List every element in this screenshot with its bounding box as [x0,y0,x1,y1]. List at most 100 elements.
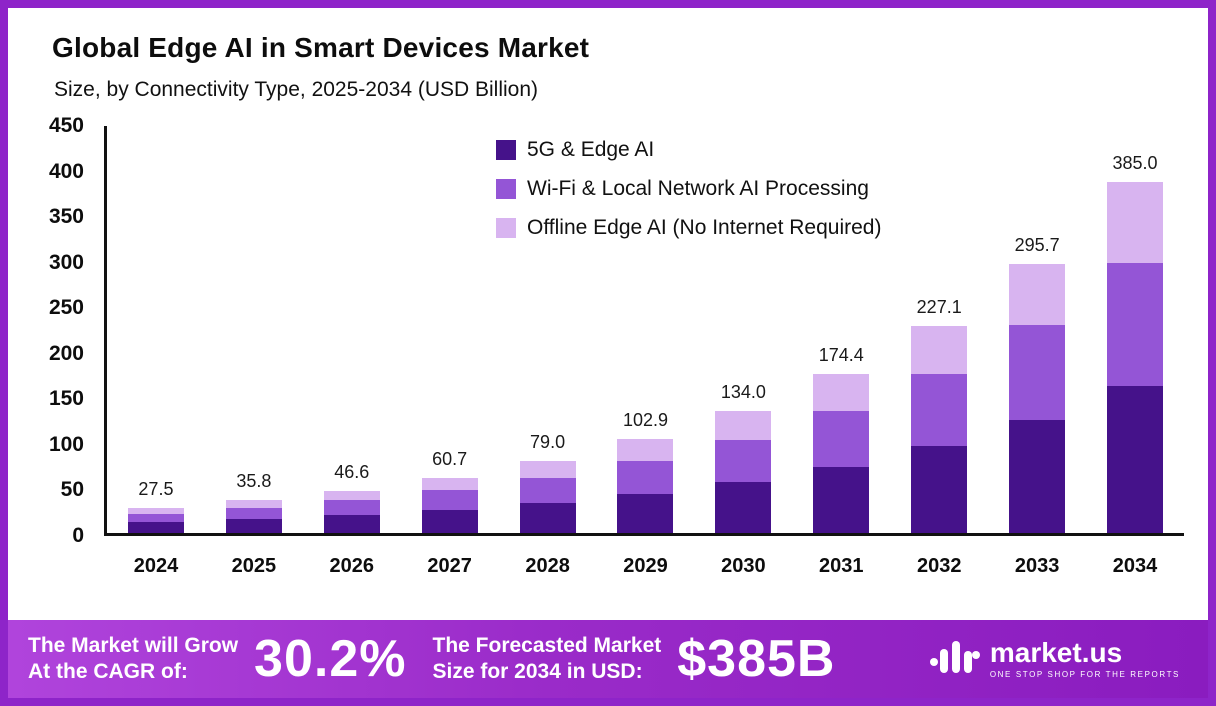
legend-swatch-5g [496,140,516,160]
bar-total-label: 174.4 [818,345,864,366]
y-axis-tick-label: 400 [48,159,84,183]
legend-label-wifi: Wi-Fi & Local Network AI Processing [527,177,869,200]
bar-segment-series1[interactable] [421,490,478,510]
bar-segment-series2[interactable] [127,507,184,514]
bar-segment-series1[interactable] [519,477,576,503]
bar-segment-series2[interactable] [519,461,576,478]
legend-label-5g: 5G & Edge AI [527,138,655,161]
bar-segment-series2[interactable] [617,439,674,462]
bar-segment-series1[interactable] [911,373,968,447]
bar-segment-series1[interactable] [813,410,870,467]
bar-segment-series0[interactable] [323,515,380,533]
bar-column-2030: 134.0 2030 [712,126,774,577]
bar-column-2027: 60.7 2027 [419,126,481,577]
bar-total-label: 295.7 [1014,234,1060,255]
x-axis-tick-label: 2033 [1014,555,1060,577]
chart-region: 0 50 100 150 200 250 300 350 400 450 27.5 2024 35.8… [8,115,1208,577]
x-axis-tick-label: 2026 [329,555,375,577]
bar-segment-series0[interactable] [911,446,968,533]
bar-segment-series0[interactable] [715,481,772,533]
bar-segment-series2[interactable] [323,490,380,501]
bar-column-2033: 295.7 2033 [1006,126,1068,577]
cagr-label: The Market will Grow At the CAGR of: [28,633,238,685]
y-axis-tick-label: 150 [48,387,84,411]
y-axis-tick-label: 300 [48,250,84,274]
legend-swatch-wifi [496,179,516,199]
x-axis-tick-label: 2031 [819,555,864,577]
y-axis-tick-label: 250 [48,296,84,320]
bar-stack[interactable] [715,410,772,533]
bar-segment-series0[interactable] [519,502,576,533]
brand-name: market.us [989,637,1123,668]
bar-stack[interactable] [323,490,380,533]
bar-total-label: 227.1 [916,297,962,318]
plot-area: 27.5 2024 35.8 2025 46.6 2026 60.7 2027 79.0 2028… [104,126,1184,577]
footer-banner: The Market will Grow At the CAGR of: 30.… [8,620,1208,698]
bar-segment-series1[interactable] [225,507,282,520]
bar-stack[interactable] [813,374,870,533]
bar-total-label: 27.5 [138,478,174,499]
bar-stack[interactable] [519,461,576,533]
legend-label-offline: Offline Edge AI (No Internet Required) [527,216,882,239]
bar-total-label: 79.0 [530,432,566,453]
y-axis-labels: 0 50 100 150 200 250 300 350 400 450 [8,115,94,547]
y-axis-tick-label: 50 [60,478,84,502]
bar-segment-series2[interactable] [715,410,772,440]
bar-total-label: 60.7 [432,448,468,469]
bar-segment-series1[interactable] [617,461,674,494]
bar-segment-series0[interactable] [225,519,282,533]
bar-stack[interactable] [1009,263,1066,533]
bar-stack[interactable] [911,326,968,533]
bar-segment-series1[interactable] [715,439,772,482]
y-axis-tick-label: 350 [48,205,84,229]
bar-segment-series2[interactable] [1107,182,1164,264]
bar-stack[interactable] [127,507,184,533]
bar-segment-series2[interactable] [225,500,282,508]
forecast-label-line2: Size for 2034 in USD: [432,660,643,683]
bar-segment-series2[interactable] [911,326,968,374]
chart-legend: 5G & Edge AI Wi-Fi & Local Network AI Pr… [496,138,881,240]
bar-column-2025: 35.8 2025 [223,126,285,577]
x-axis-tick-label: 2024 [133,555,179,577]
bar-column-2028: 79.0 2028 [517,126,579,577]
forecast-label: The Forecasted Market Size for 2034 in U… [433,633,662,685]
bar-column-2026: 46.6 2026 [321,126,383,577]
bar-segment-series1[interactable] [1009,325,1066,421]
cagr-label-line2: At the CAGR of: [28,660,188,683]
bar-column-2032: 227.1 2032 [908,126,970,577]
chart-page: Global Edge AI in Smart Devices Market S… [8,8,1208,698]
x-axis-tick-label: 2030 [721,555,766,577]
x-axis-tick-label: 2025 [231,555,277,577]
legend-swatch-offline [496,218,516,238]
market-us-logo-icon [929,641,980,673]
bar-segment-series0[interactable] [1107,386,1164,533]
bar-segment-series2[interactable] [421,477,478,491]
x-axis-tick-label: 2034 [1112,555,1158,577]
chart-header: Global Edge AI in Smart Devices Market S… [8,8,1208,102]
bar-stack[interactable] [225,500,282,533]
cagr-value: 30.2% [254,630,407,688]
legend-item-offline: Offline Edge AI (No Internet Required) [496,216,881,240]
bar-segment-series2[interactable] [813,374,870,411]
bar-stack[interactable] [421,477,478,533]
bar-segment-series0[interactable] [127,522,184,533]
bar-stack[interactable] [1107,182,1164,533]
bar-total-label: 46.6 [334,461,370,482]
bar-segment-series0[interactable] [421,509,478,533]
bar-segment-series0[interactable] [1009,420,1066,533]
bar-segment-series1[interactable] [127,513,184,523]
bar-total-label: 35.8 [236,471,272,492]
bar-segment-series2[interactable] [1009,263,1066,326]
y-axis-tick-label: 200 [48,341,84,365]
bar-segment-series0[interactable] [813,466,870,533]
bar-segment-series1[interactable] [323,500,380,516]
cagr-label-line1: The Market will Grow [28,634,239,657]
y-axis-tick-label: 450 [48,114,84,137]
bar-segment-series0[interactable] [617,493,674,533]
page-title: Global Edge AI in Smart Devices Market [52,32,590,63]
bar-stack[interactable] [617,439,674,533]
x-axis-tick-label: 2028 [525,555,570,577]
brand-text: market.us ONE STOP SHOP FOR THE REPORTS [989,637,1180,680]
bar-segment-series1[interactable] [1107,263,1164,387]
